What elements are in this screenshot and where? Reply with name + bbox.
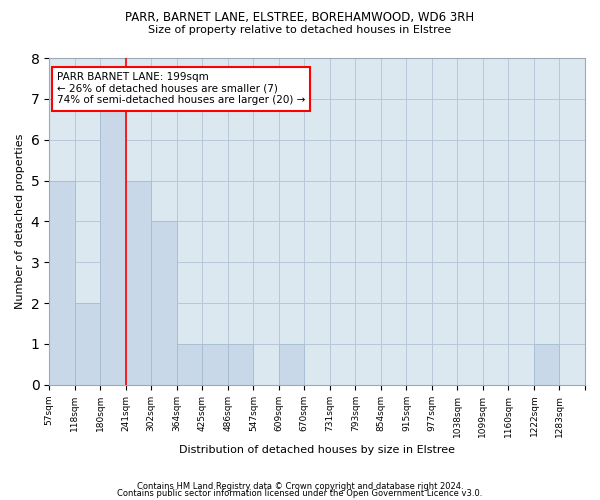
- Bar: [228, 344, 253, 385]
- Bar: [279, 344, 304, 385]
- Text: PARR BARNET LANE: 199sqm
← 26% of detached houses are smaller (7)
74% of semi-de: PARR BARNET LANE: 199sqm ← 26% of detach…: [57, 72, 305, 106]
- Bar: [202, 344, 228, 385]
- Text: PARR, BARNET LANE, ELSTREE, BOREHAMWOOD, WD6 3RH: PARR, BARNET LANE, ELSTREE, BOREHAMWOOD,…: [125, 11, 475, 24]
- Bar: [100, 99, 126, 385]
- Text: Contains HM Land Registry data © Crown copyright and database right 2024.: Contains HM Land Registry data © Crown c…: [137, 482, 463, 491]
- Bar: [151, 222, 177, 385]
- Bar: [74, 303, 100, 385]
- Bar: [126, 180, 151, 385]
- Y-axis label: Number of detached properties: Number of detached properties: [15, 134, 25, 309]
- Bar: [49, 180, 74, 385]
- Text: Size of property relative to detached houses in Elstree: Size of property relative to detached ho…: [148, 25, 452, 35]
- Bar: [534, 344, 559, 385]
- Text: Contains public sector information licensed under the Open Government Licence v3: Contains public sector information licen…: [118, 490, 482, 498]
- Bar: [177, 344, 202, 385]
- X-axis label: Distribution of detached houses by size in Elstree: Distribution of detached houses by size …: [179, 445, 455, 455]
